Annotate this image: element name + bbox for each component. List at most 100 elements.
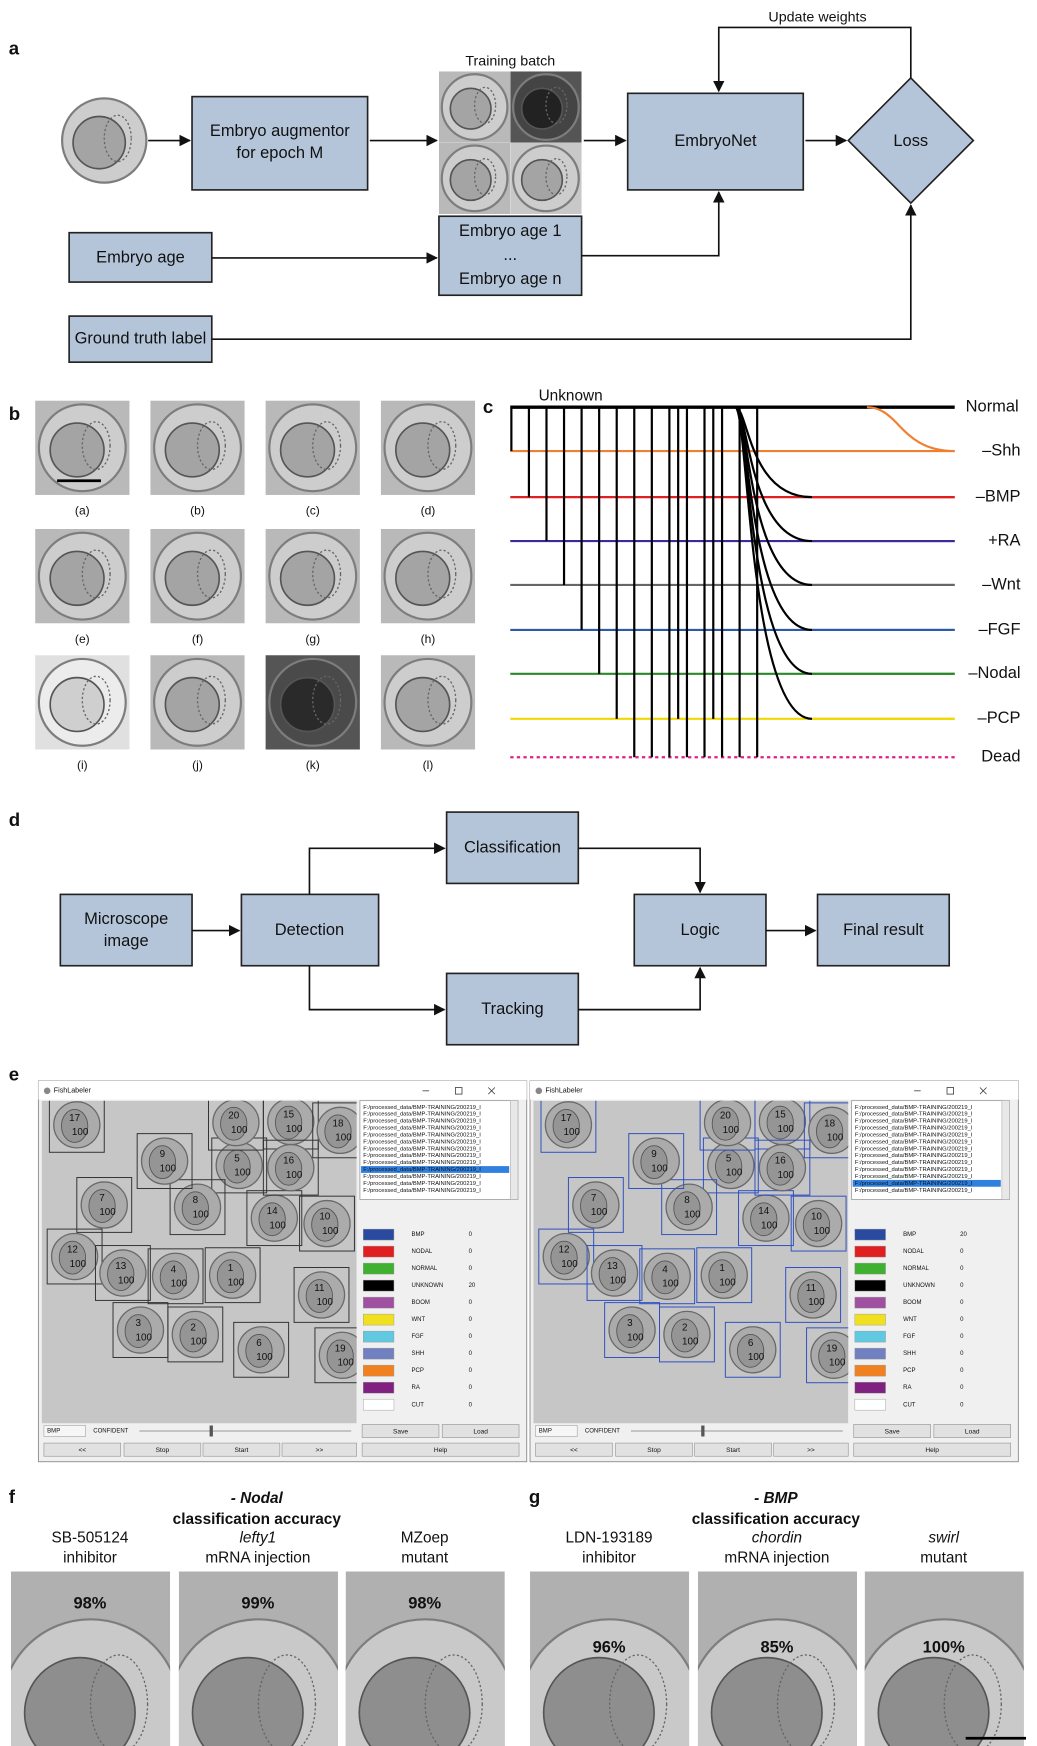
embryo-id: 18 [333, 1118, 344, 1129]
panel-letter: g [529, 1486, 540, 1507]
class-name: UNKNOWN [903, 1283, 935, 1289]
file-item: F:/processed_data/BMP-TRAINING/200219_I [363, 1146, 481, 1152]
accuracy: 100% [923, 1639, 965, 1657]
embryo-image [35, 655, 129, 749]
class-name: RA [412, 1385, 420, 1391]
embryo-id: 11 [314, 1283, 324, 1294]
class-swatch [855, 1382, 886, 1393]
embryo-id: 17 [561, 1113, 572, 1124]
checkbox-label: CONFIDENT [585, 1429, 620, 1435]
box-label: Embryo age 1 [459, 222, 561, 240]
file-item: F:/processed_data/BMP-TRAINING/200219_I [363, 1132, 481, 1138]
accuracy: 98% [408, 1595, 441, 1613]
box-label: Detection [275, 921, 345, 939]
embryo-score: 100 [286, 1124, 303, 1135]
file-item: F:/processed_data/BMP-TRAINING/200219_I [363, 1188, 481, 1194]
embryo-score: 100 [684, 1209, 701, 1220]
window-title: FishLabeler [545, 1087, 583, 1095]
slider-thumb [701, 1426, 704, 1437]
box [60, 894, 192, 965]
box-label: Microscope [84, 910, 168, 928]
image-label: (e) [75, 632, 90, 646]
button-label: Stop [647, 1447, 661, 1454]
image-label: (h) [421, 632, 436, 646]
embryo-score: 100 [808, 1297, 825, 1308]
embryo-score: 100 [723, 1125, 740, 1136]
embryo-id: 14 [267, 1206, 278, 1217]
yolk [281, 423, 335, 477]
yolk [396, 423, 450, 477]
file-item: F:/processed_data/BMP-TRAINING/200219_I [855, 1112, 973, 1118]
embryo-image [520, 1571, 698, 1746]
embryo-id: 8 [684, 1195, 690, 1206]
image-area: 1100210031004100510061007100810091001010… [533, 1094, 861, 1423]
app-icon [536, 1088, 543, 1095]
embryo-id: 20 [720, 1111, 731, 1122]
embryo-score: 100 [228, 1277, 245, 1288]
embryo-score: 100 [814, 1226, 831, 1237]
yolk [50, 423, 104, 477]
class-swatch [855, 1365, 886, 1376]
condition-detail: mutant [401, 1549, 449, 1566]
app-icon [44, 1088, 51, 1095]
file-item: F:/processed_data/BMP-TRAINING/200219_I [363, 1105, 481, 1111]
panel-letter: c [483, 396, 493, 417]
class-label: +RA [988, 531, 1020, 549]
class-label: –Wnt [982, 575, 1021, 593]
embryo-id: 12 [67, 1245, 78, 1256]
embryo-score: 100 [591, 1207, 608, 1218]
box-label: Ground truth label [75, 329, 207, 347]
class-name: SHH [903, 1351, 916, 1357]
button-label: << [570, 1447, 578, 1454]
embryo-image [381, 655, 475, 749]
button-label: >> [807, 1447, 815, 1454]
panel-letter: e [9, 1063, 19, 1084]
embryo-image [439, 71, 510, 142]
file-item: F:/processed_data/BMP-TRAINING/200219_I [363, 1119, 481, 1125]
embryo-score: 100 [761, 1220, 778, 1231]
class-swatch [855, 1263, 886, 1274]
class-swatch [855, 1280, 886, 1291]
file-item: F:/processed_data/BMP-TRAINING/200219_I [363, 1174, 481, 1180]
yolk [281, 678, 335, 732]
embryo-score: 100 [99, 1207, 116, 1218]
class-name: BOOM [412, 1300, 430, 1306]
embryo-score: 100 [627, 1332, 644, 1343]
class-name: UNKNOWN [412, 1283, 444, 1289]
class-name: FGF [412, 1334, 424, 1340]
file-item: F:/processed_data/BMP-TRAINING/200219_I [363, 1126, 481, 1132]
transition-curve [867, 407, 955, 451]
embryo-id: 15 [775, 1110, 786, 1121]
class-label: –Shh [982, 441, 1020, 459]
embryo-id: 9 [651, 1149, 657, 1160]
class-swatch [363, 1229, 394, 1240]
file-item: F:/processed_data/BMP-TRAINING/200219_I [363, 1167, 481, 1173]
embryo-id: 3 [136, 1318, 142, 1329]
class-name: BOOM [903, 1300, 921, 1306]
class-name: NORMAL [412, 1266, 438, 1272]
yolk [50, 678, 104, 732]
embryo-image [60, 97, 148, 185]
yolk [396, 551, 450, 605]
class-name: SHH [412, 1351, 425, 1357]
file-item: F:/processed_data/BMP-TRAINING/200219_I [855, 1181, 973, 1187]
panel-letter: b [9, 403, 20, 424]
yolk [73, 116, 125, 168]
class-swatch [855, 1314, 886, 1325]
embryo-score: 100 [337, 1358, 354, 1369]
embryo-score: 100 [136, 1332, 153, 1343]
embryo-score: 100 [748, 1352, 765, 1363]
embryo-image [266, 401, 360, 495]
unknown-label: Unknown [539, 387, 603, 404]
embryo-score: 100 [286, 1170, 303, 1181]
box-label: Classification [464, 839, 561, 857]
box-label: for epoch M [236, 144, 323, 162]
image-label: (i) [77, 758, 88, 772]
file-item: F:/processed_data/BMP-TRAINING/200219_I [855, 1153, 973, 1159]
embryo-score: 100 [72, 1127, 89, 1138]
condition-detail: mutant [920, 1549, 968, 1566]
batch-title: Training batch [465, 53, 555, 69]
class-label: –FGF [978, 620, 1020, 638]
arrow [582, 192, 719, 256]
image-label: (f) [192, 632, 203, 646]
